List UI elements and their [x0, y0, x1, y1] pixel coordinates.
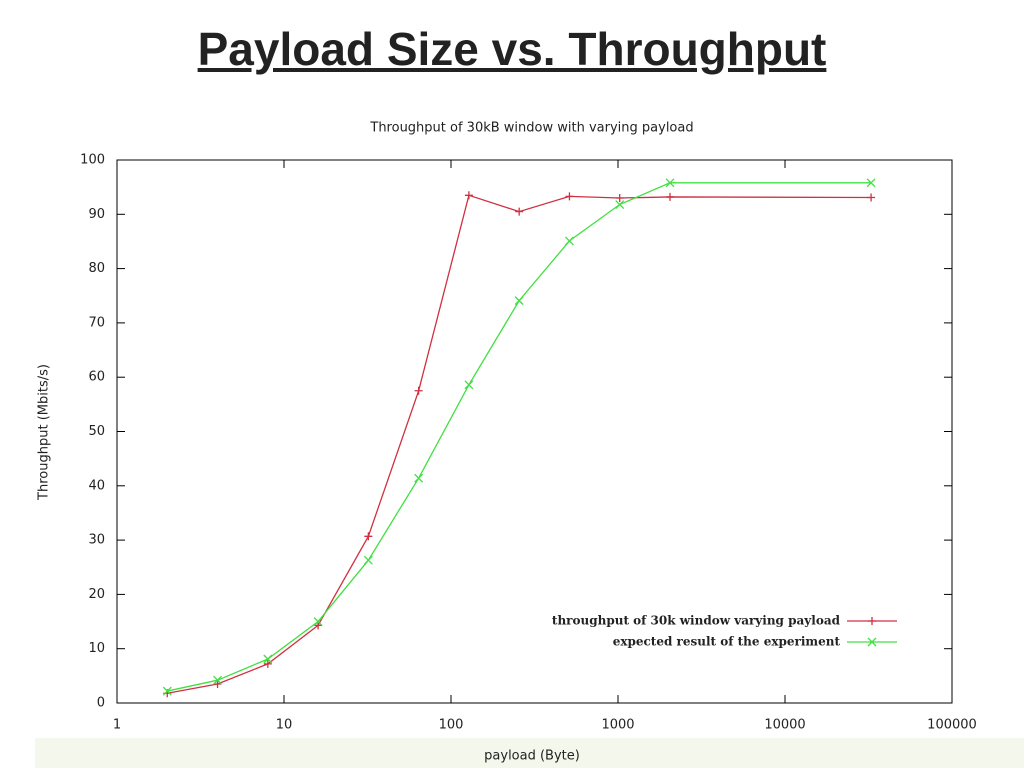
- marker: [263, 654, 273, 664]
- marker: [263, 659, 272, 668]
- series-line: [167, 194, 872, 694]
- footer-band: [35, 738, 1024, 768]
- x-tick-label: 1000: [601, 718, 634, 733]
- marker: [564, 236, 574, 246]
- x-tick-label: 100: [439, 718, 464, 733]
- legend-label: throughput of 30k window varying payload: [552, 614, 841, 628]
- y-tick-label: 30: [88, 533, 105, 548]
- marker: [868, 617, 876, 625]
- marker: [615, 200, 625, 209]
- marker: [665, 178, 675, 188]
- y-axis-label: Throughput (Mbits/s): [37, 364, 52, 501]
- y-tick-label: 0: [97, 696, 105, 711]
- x-tick-label: 10: [276, 718, 293, 733]
- marker: [162, 686, 172, 696]
- x-axis-label: payload (Byte): [484, 749, 580, 764]
- marker: [514, 296, 524, 306]
- marker: [866, 178, 876, 188]
- series-line: [167, 182, 872, 692]
- legend-label: expected result of the experiment: [613, 635, 841, 649]
- marker: [363, 555, 373, 565]
- marker: [314, 621, 323, 630]
- marker: [414, 386, 423, 395]
- marker: [364, 532, 373, 541]
- marker: [313, 617, 323, 627]
- x-tick-label: 100000: [927, 718, 977, 733]
- y-tick-label: 50: [88, 424, 105, 439]
- marker: [414, 473, 424, 483]
- marker: [867, 193, 876, 202]
- y-tick-label: 90: [88, 207, 105, 222]
- chart-title: Throughput of 30kB window with varying p…: [369, 121, 693, 136]
- y-tick-label: 70: [88, 315, 105, 330]
- marker: [464, 380, 474, 390]
- y-tick-label: 80: [88, 261, 105, 276]
- y-tick-label: 10: [88, 641, 105, 656]
- marker: [213, 679, 222, 688]
- y-tick-label: 60: [88, 370, 105, 385]
- marker: [665, 192, 674, 201]
- marker: [565, 192, 574, 201]
- marker: [464, 191, 473, 200]
- x-tick-label: 10000: [764, 718, 805, 733]
- marker: [867, 637, 877, 647]
- y-tick-label: 40: [88, 478, 105, 493]
- slide-title: Payload Size vs. Throughput: [197, 23, 827, 75]
- y-tick-label: 100: [80, 153, 105, 168]
- marker: [213, 675, 223, 685]
- marker: [515, 207, 524, 216]
- x-tick-label: 1: [113, 718, 121, 733]
- marker: [615, 194, 624, 203]
- y-tick-label: 20: [88, 587, 105, 602]
